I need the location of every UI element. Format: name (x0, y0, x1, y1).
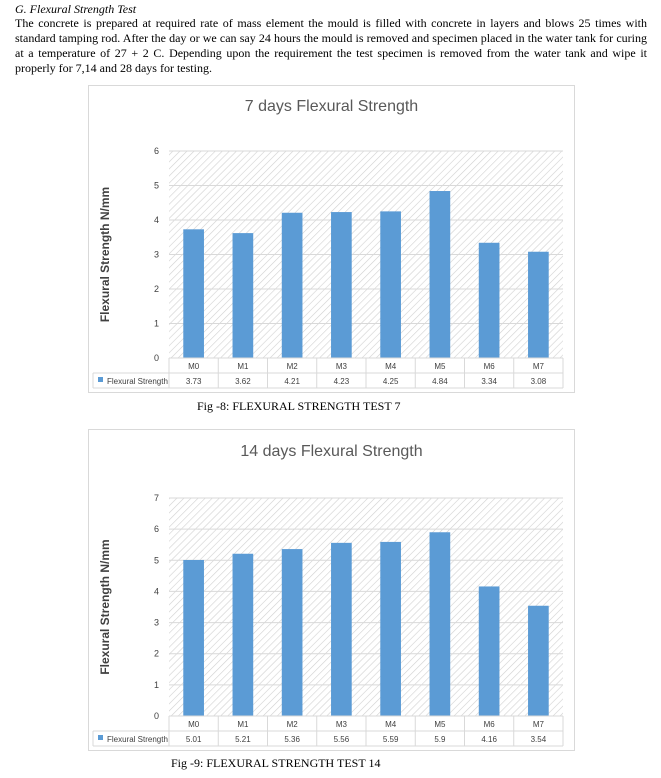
y-tick-label: 1 (154, 319, 159, 329)
data-label: 5.36 (284, 735, 300, 744)
y-tick-label: 6 (154, 146, 159, 156)
bar-m6 (478, 242, 500, 358)
data-label: 5.9 (434, 735, 446, 744)
x-tick-label: M5 (434, 720, 446, 729)
bar-m3 (331, 212, 352, 358)
x-tick-label: M1 (237, 720, 249, 729)
bar-m0 (183, 559, 204, 716)
bar-m4 (380, 541, 401, 716)
bar-m4 (380, 211, 401, 358)
data-label: 5.56 (334, 735, 350, 744)
y-tick-label: 6 (154, 524, 159, 534)
data-label: 3.62 (235, 377, 251, 386)
data-label: 4.25 (383, 377, 399, 386)
y-tick-label: 0 (154, 711, 159, 721)
x-tick-label: M3 (336, 720, 348, 729)
y-tick-label: 4 (154, 586, 159, 596)
x-tick-label: M3 (336, 362, 348, 371)
y-axis-label: Flexural Strength N/mm (98, 187, 112, 322)
chart-title: 14 days Flexural Strength (240, 443, 422, 460)
y-tick-label: 7 (154, 493, 159, 503)
chart-7-days: 7 days Flexural Strength 0 1 2 3 4 5 6 Flexural … (88, 85, 575, 393)
data-label: 5.01 (186, 735, 202, 744)
chart-7-days-svg: 7 days Flexural Strength 0 1 2 3 4 5 6 Flexural … (92, 98, 564, 389)
plot-area (169, 498, 563, 716)
x-tick-label: M5 (434, 362, 446, 371)
y-tick-label: 3 (154, 250, 159, 260)
y-tick-label: 3 (154, 618, 159, 628)
x-tick-label: M2 (287, 720, 299, 729)
data-label: 3.34 (481, 377, 497, 386)
bar-m5 (429, 532, 451, 716)
figure-caption-8: Fig -8: FLEXURAL STRENGTH TEST 7 (197, 399, 401, 413)
x-tick-label: M2 (287, 362, 299, 371)
x-tick-label: M6 (484, 362, 496, 371)
bar-m2 (281, 549, 303, 716)
bar-m1 (232, 553, 254, 716)
bar-m6 (478, 586, 500, 716)
data-label: 4.21 (284, 377, 300, 386)
data-label: 3.54 (531, 735, 547, 744)
y-tick-label: 0 (154, 353, 159, 363)
bar-m2 (281, 212, 303, 358)
data-label: 4.84 (432, 377, 448, 386)
bar-m7 (528, 605, 549, 716)
data-label: 5.21 (235, 735, 251, 744)
y-tick-label: 2 (154, 284, 159, 294)
data-label: 3.73 (186, 377, 202, 386)
bar-m0 (183, 229, 204, 358)
bar-m1 (232, 233, 254, 358)
section-paragraph: The concrete is prepared at required rat… (15, 16, 647, 75)
legend-label: Flexural Strength (107, 735, 168, 744)
x-tick-label: M1 (237, 362, 249, 371)
legend-swatch (98, 377, 103, 382)
bar-m5 (429, 191, 451, 358)
bar-m3 (331, 542, 352, 716)
x-tick-label: M4 (385, 362, 397, 371)
y-tick-label: 5 (154, 555, 159, 565)
x-tick-label: M6 (484, 720, 496, 729)
data-label: 3.08 (531, 377, 547, 386)
data-label: 4.23 (334, 377, 350, 386)
legend-label: Flexural Strength (107, 377, 168, 386)
y-tick-label: 4 (154, 215, 159, 225)
x-tick-label: M7 (533, 362, 545, 371)
y-tick-label: 5 (154, 181, 159, 191)
y-tick-label: 1 (154, 680, 159, 690)
section-heading: G. Flexural Strength Test (15, 2, 137, 16)
chart-title: 7 days Flexural Strength (245, 98, 418, 115)
figure-caption-9: Fig -9: FLEXURAL STRENGTH TEST 14 (171, 756, 381, 770)
data-label: 4.16 (481, 735, 497, 744)
x-tick-label: M0 (188, 362, 200, 371)
bar-m7 (528, 251, 549, 358)
chart-14-days: 14 days Flexural Strength 0 1 2 3 4 5 6 7 Flexura… (88, 429, 575, 751)
y-tick-label: 2 (154, 649, 159, 659)
x-tick-label: M0 (188, 720, 200, 729)
data-label: 5.59 (383, 735, 399, 744)
y-axis-label: Flexural Strength N/mm (98, 539, 112, 674)
legend-swatch (98, 735, 103, 740)
x-tick-label: M4 (385, 720, 397, 729)
x-tick-label: M7 (533, 720, 545, 729)
chart-14-days-svg: 14 days Flexural Strength 0 1 2 3 4 5 6 7 Flexura… (92, 443, 564, 747)
